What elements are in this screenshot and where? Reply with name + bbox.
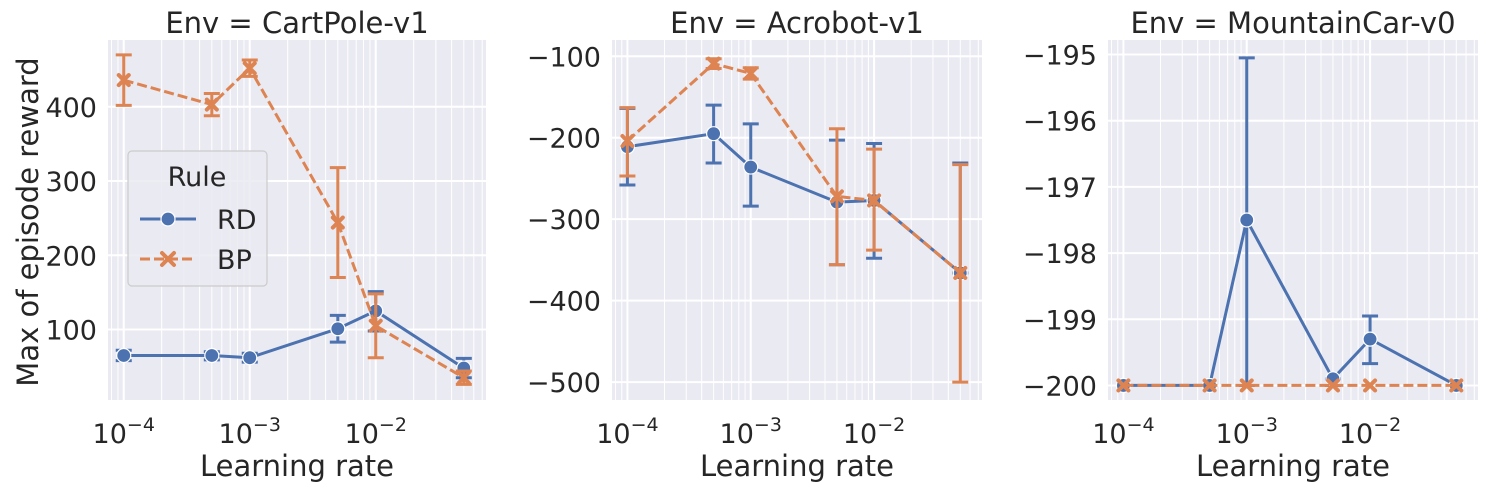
y-tick-label: −196: [1023, 107, 1097, 138]
data-point-stroke: [1363, 378, 1378, 393]
series-bp: [1116, 378, 1464, 393]
data-point: [706, 56, 721, 71]
x-tick-label: 10−4: [596, 414, 658, 450]
y-tick-label: −195: [1023, 41, 1097, 72]
y-tick-label: −300: [527, 205, 601, 236]
data-point: [1363, 378, 1378, 393]
series-line: [123, 309, 465, 370]
panel-title: Env = Acrobot-v1: [670, 6, 924, 40]
series-bp: [619, 56, 969, 384]
x-tick-label: 10−3: [720, 414, 782, 450]
data-point: [116, 73, 131, 88]
data-point-stroke: [242, 61, 257, 76]
y-tick-label: −100: [527, 42, 601, 73]
data-point: [1239, 212, 1255, 228]
y-tick-label: 400: [45, 93, 97, 124]
panel-2: 10−4 10−3 10−2 −100 −200 −300 −400 −500 Env = Ac…: [527, 6, 982, 483]
data-point-stroke: [204, 97, 219, 112]
x-tick-label: 10−3: [219, 414, 281, 450]
x-tick-label: 10−4: [1092, 414, 1154, 450]
panels: 10−4 10−3 10−2 100 200 300 400 Env = CartPole-v…: [45, 6, 1478, 483]
data-point: [1202, 378, 1217, 393]
legend-bp-label: BP: [217, 245, 252, 276]
data-point: [953, 265, 968, 280]
x-axis-label: Learning rate: [200, 449, 394, 483]
panel-title: Env = CartPole-v1: [165, 6, 428, 40]
legend-rd-label: RD: [217, 205, 257, 236]
data-point-stroke: [368, 318, 383, 333]
y-tick-label: −197: [1023, 173, 1097, 204]
data-point: [242, 350, 258, 366]
y-tick-label: 100: [45, 315, 97, 346]
legend-rd-marker: [160, 211, 176, 227]
data-point-stroke: [620, 133, 635, 148]
data-point: [1116, 378, 1131, 393]
x-tick-label: 10−2: [1339, 414, 1401, 450]
data-point-stroke: [1239, 378, 1254, 393]
data-point-stroke: [1202, 378, 1217, 393]
legend-bp-marker: [160, 251, 176, 267]
y-axis-label: Max of episode reward: [11, 57, 45, 386]
x-tick-label: 10−2: [345, 414, 407, 450]
y-tick-label: −199: [1023, 305, 1097, 336]
data-point: [1362, 331, 1378, 347]
data-point: [330, 321, 346, 337]
series-line: [626, 62, 962, 275]
plot-background: [1108, 40, 1478, 400]
data-point: [204, 347, 220, 364]
data-point: [456, 370, 471, 385]
y-tick-label: 200: [45, 241, 97, 272]
data-point: [743, 66, 758, 81]
legend: Rule RD BP: [127, 150, 268, 287]
data-point: [1449, 378, 1464, 393]
data-point-stroke: [116, 73, 131, 88]
y-tick-label: −500: [527, 368, 601, 399]
data-point: [116, 347, 132, 364]
data-point-stroke: [706, 56, 721, 71]
series-line: [627, 132, 962, 275]
y-tick-label: −198: [1023, 239, 1097, 270]
data-point-stroke: [1116, 378, 1131, 393]
data-point: [368, 318, 383, 333]
data-point-stroke: [1325, 378, 1340, 393]
legend-title: Rule: [168, 162, 227, 193]
x-tick-label: 10−4: [93, 414, 155, 450]
data-point-stroke: [829, 189, 844, 204]
data-point: [1325, 378, 1340, 393]
series-line: [123, 66, 465, 379]
y-tick-label: −400: [527, 287, 601, 318]
data-point-stroke: [743, 66, 758, 81]
y-tick-label: −200: [527, 124, 601, 155]
data-point: [1239, 378, 1254, 393]
x-axis-label: Learning rate: [700, 449, 894, 483]
data-point-stroke: [330, 215, 345, 230]
data-point-stroke: [867, 193, 882, 208]
series-rd: [115, 290, 472, 380]
y-tick-label: 300: [45, 167, 97, 198]
x-axis-label: Learning rate: [1196, 449, 1390, 483]
data-point: [743, 159, 759, 175]
data-point: [330, 215, 345, 230]
x-tick-label: 10−3: [1216, 414, 1278, 450]
series-bp: [115, 53, 472, 386]
data-point: [242, 61, 257, 76]
y-tick-label: −200: [1023, 371, 1097, 402]
data-point: [867, 193, 882, 208]
data-point: [620, 133, 635, 148]
data-point: [204, 97, 219, 112]
data-point: [706, 126, 722, 142]
data-point-stroke: [456, 370, 471, 385]
minor-gridlines: [1110, 40, 1475, 400]
data-point-stroke: [1449, 378, 1464, 393]
data-point-stroke: [953, 265, 968, 280]
panel-3: 10−4 10−3 10−2 −195 −196 −197 −198 −199 −200 Env …: [1023, 6, 1478, 483]
panel-title: Env = MountainCar-v0: [1130, 6, 1455, 40]
x-tick-label: 10−2: [843, 414, 905, 450]
data-point: [829, 189, 844, 204]
